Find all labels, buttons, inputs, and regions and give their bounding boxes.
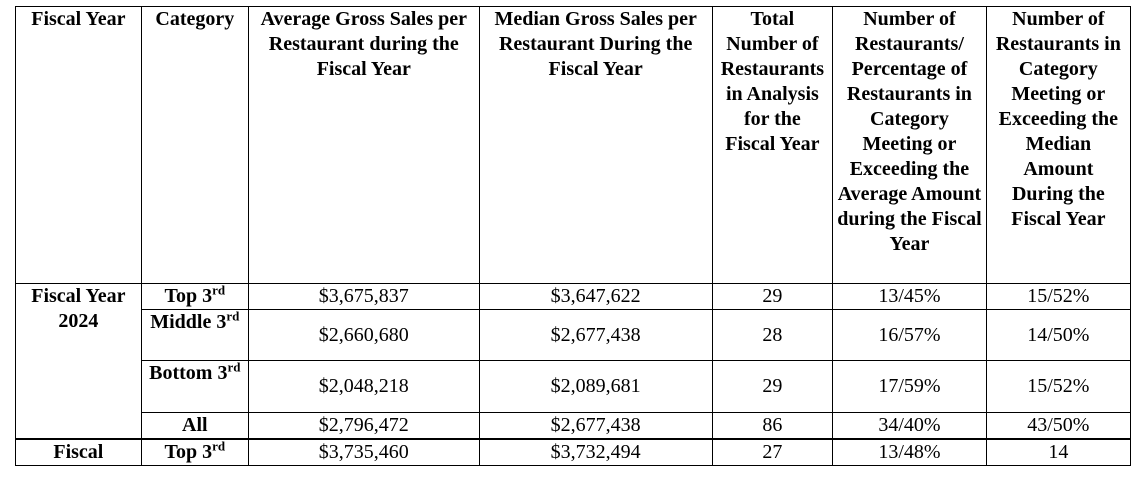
table-row: Bottom 3rd $2,048,218 $2,089,681 29 17/5…	[16, 359, 1132, 413]
meet-median-cell: 15/52%	[985, 360, 1132, 413]
category-label: Bottom 3	[149, 362, 228, 384]
average-cell: $2,048,218	[247, 360, 480, 413]
meet-average-cell: 17/59%	[832, 360, 987, 413]
median-cell: $2,089,681	[478, 360, 713, 413]
meet-average-cell: 13/48%	[832, 438, 987, 466]
category-label: Middle 3	[150, 311, 227, 333]
header-category: Category	[140, 6, 249, 284]
category-label: Top 3	[164, 441, 213, 463]
average-cell: $2,660,680	[247, 309, 480, 361]
average-cell: $3,675,837	[247, 283, 480, 310]
median-cell: $2,677,438	[478, 412, 713, 440]
median-cell: $2,677,438	[478, 309, 713, 361]
table-row: All $2,796,472 $2,677,438 86 34/40% 43/5…	[16, 412, 1132, 440]
category-ordinal: rd	[212, 282, 226, 298]
average-cell: $2,796,472	[247, 412, 480, 440]
meet-median-cell: 14	[985, 438, 1132, 466]
median-cell: $3,732,494	[478, 438, 713, 466]
category-ordinal: rd	[212, 438, 226, 454]
header-median-gross-sales: Median Gross Sales per Restaurant During…	[478, 6, 713, 284]
category-cell: All	[140, 412, 249, 440]
total-cell: 29	[711, 360, 834, 413]
median-cell: $3,647,622	[478, 283, 713, 310]
table-row: Fiscal Top 3rd $3,735,460 $3,732,494 27 …	[15, 438, 1132, 466]
gross-sales-table: Fiscal Year Category Average Gross Sales…	[15, 6, 1132, 466]
category-cell: Top 3rd	[140, 282, 249, 310]
total-cell: 86	[711, 412, 834, 440]
header-total-restaurants: Total Number of Restaurants in Analysis …	[711, 6, 834, 284]
category-label: All	[182, 414, 208, 436]
average-cell: $3,735,460	[247, 438, 480, 466]
total-cell: 29	[711, 283, 834, 310]
category-ordinal: rd	[227, 359, 241, 375]
meet-average-cell: 16/57%	[832, 309, 987, 361]
meet-median-cell: 14/50%	[985, 309, 1132, 361]
meet-median-cell: 15/52%	[985, 283, 1132, 310]
header-meeting-median: Number of Restaurants in Category Meetin…	[985, 6, 1132, 284]
meet-median-cell: 43/50%	[985, 412, 1132, 440]
meet-average-cell: 13/45%	[832, 283, 987, 310]
fiscal-year-cell: Fiscal Year 2024	[15, 283, 142, 440]
fiscal-year-cell: Fiscal	[15, 438, 142, 466]
category-ordinal: rd	[226, 308, 240, 324]
total-cell: 27	[711, 438, 834, 466]
total-cell: 28	[711, 309, 834, 361]
header-average-gross-sales: Average Gross Sales per Restaurant durin…	[247, 6, 480, 284]
table-row: Middle 3rd $2,660,680 $2,677,438 28 16/5…	[16, 308, 1132, 361]
meet-average-cell: 34/40%	[832, 412, 987, 440]
category-label: Top 3	[164, 285, 213, 307]
header-fiscal-year: Fiscal Year	[15, 6, 142, 284]
sales-table-container: Fiscal Year Category Average Gross Sales…	[15, 6, 1132, 466]
category-cell: Bottom 3rd	[140, 359, 249, 413]
table-row: Fiscal Year 2024 Top 3rd $3,675,837 $3,6…	[15, 282, 1132, 440]
header-row: Fiscal Year Category Average Gross Sales…	[15, 6, 1132, 284]
category-cell: Top 3rd	[140, 438, 249, 466]
header-meeting-average: Number of Restaurants/ Percentage of Res…	[832, 6, 987, 284]
category-cell: Middle 3rd	[140, 308, 249, 361]
